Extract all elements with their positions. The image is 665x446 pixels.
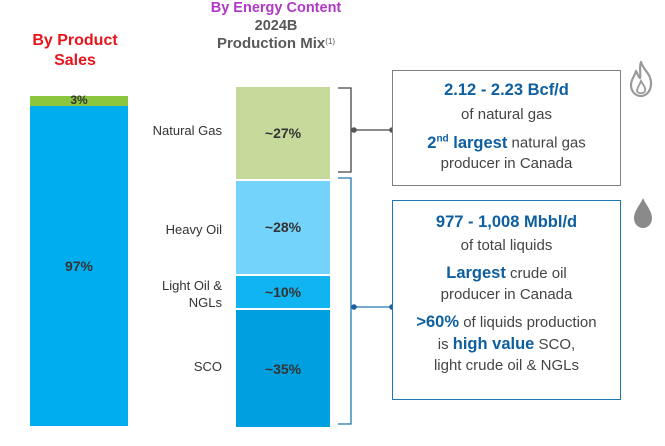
liquids-share-line2-bold: high value: [452, 335, 535, 353]
liquids-share-line2-pre: is: [437, 336, 449, 353]
mix-bar-light-oil-ngls: ~10%: [236, 276, 330, 308]
production-mix-year: 2024B: [254, 17, 298, 34]
bracket-connectors: [338, 87, 395, 425]
gas-connector-dot-left: [351, 127, 357, 133]
sales-bar-segment-0-label: 97%: [64, 257, 94, 274]
liquids-bracket: [338, 177, 352, 425]
category-heavy-oil: Heavy Oil: [165, 222, 222, 237]
category-light-oil-line2: NGLs: [188, 295, 222, 310]
liquids-largest-line2: producer in Canada: [440, 286, 573, 303]
sales-chart: 97% 3%: [30, 92, 128, 426]
mix-bar-heavy-oil-label: ~28%: [264, 219, 302, 236]
footnote-marker: (1): [325, 37, 336, 46]
production-mix-label: Production Mix: [216, 35, 326, 52]
mix-bar-light-oil-ngls-label: ~10%: [264, 284, 302, 300]
liquids-share-bold: >60%: [416, 313, 460, 331]
gas-rate-sub: of natural gas: [461, 106, 552, 123]
liquids-largest-rest: crude oil: [510, 265, 567, 282]
natural-gas-box: 2.12 - 2.23 Bcf/d of natural gas 2nd lar…: [392, 70, 621, 186]
liquids-share: >60% of liquids production: [393, 313, 620, 332]
category-light-oil-ngls: Light Oil & NGLs: [162, 277, 222, 311]
sales-bar-segment-3: 3%: [30, 92, 128, 107]
category-light-oil-line1: Light Oil &: [162, 278, 222, 293]
gas-bracket: [338, 87, 352, 173]
flame-icon: [629, 60, 653, 98]
mix-bar-heavy-oil: ~28%: [236, 180, 330, 274]
sales-bar-segment-1-label: 3%: [70, 92, 88, 107]
sales-bar-segment-97: 97%: [30, 105, 128, 426]
liquids-share-rest: of liquids production: [463, 314, 597, 331]
gas-rank-line2: producer in Canada: [440, 154, 573, 172]
gas-rank-num: 2: [427, 133, 437, 152]
liquids-share-line2-post: SCO,: [538, 336, 576, 353]
production-mix-header: By Energy Content 2024B Production Mix(1…: [196, 0, 356, 53]
liquids-rate: 977 - 1,008 Mbbl/d: [435, 213, 578, 231]
liquids-share-line3: light crude oil & NGLs: [433, 357, 580, 374]
mix-bar-natural-gas-label: ~27%: [264, 124, 302, 141]
gas-rank-number: 2nd largest: [427, 133, 508, 152]
liquids-rate-sub: of total liquids: [460, 237, 553, 254]
by-energy-content-title: By Energy Content: [210, 0, 342, 16]
oil-drop-icon: [634, 198, 652, 228]
liquids-share-line2: is high value SCO,: [393, 335, 620, 354]
production-mix-title: Production Mix(1): [196, 35, 356, 53]
liquids-connector-dot-left: [351, 304, 357, 310]
gas-rank-suffix: nd: [436, 133, 449, 144]
production-mix-chart: ~35% ~10% ~28% ~27%: [236, 87, 330, 427]
category-sco: SCO: [193, 359, 222, 374]
mix-bar-natural-gas: ~27%: [236, 87, 330, 179]
gas-rate: 2.12 - 2.23 Bcf/d: [444, 81, 569, 99]
liquids-largest: Largest crude oil: [393, 264, 620, 283]
by-product-sales-title: By Product Sales: [32, 32, 118, 69]
liquids-largest-bold: Largest: [446, 264, 506, 282]
gas-rank-bold: largest: [453, 133, 508, 152]
mix-bar-sco: ~35%: [236, 310, 330, 427]
category-natural-gas: Natural Gas: [152, 123, 222, 138]
gas-rank-rest: natural gas: [511, 134, 586, 152]
gas-rank: 2nd largest natural gas: [393, 133, 620, 153]
mix-bar-sco-label: ~35%: [264, 360, 302, 377]
liquids-box: 977 - 1,008 Mbbl/d of total liquids Larg…: [392, 200, 621, 400]
